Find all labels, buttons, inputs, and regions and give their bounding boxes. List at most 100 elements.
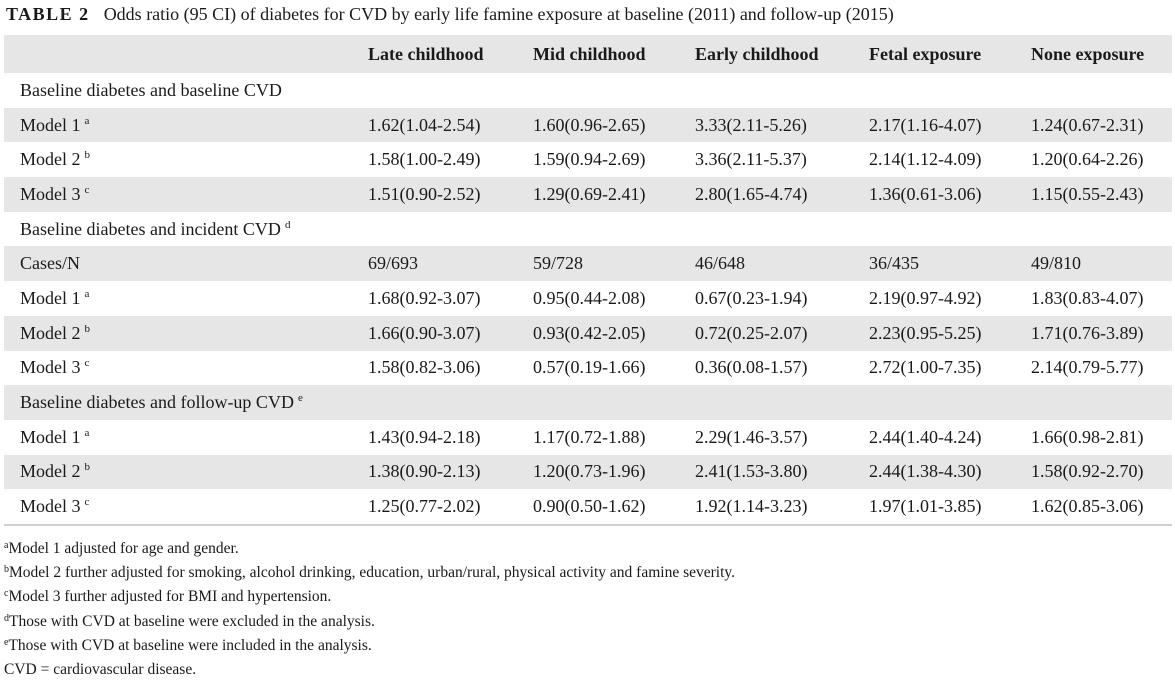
column-header-mid-childhood: Mid childhood bbox=[533, 43, 646, 64]
footnote: aModel 1 adjusted for age and gender. bbox=[4, 540, 239, 557]
table-cell: 2.17(1.16-4.07) bbox=[869, 114, 982, 135]
table-cell: 2.41(1.53-3.80) bbox=[695, 461, 808, 482]
table-cell: 1.15(0.55-2.43) bbox=[1031, 183, 1144, 204]
column-header-fetal-exposure: Fetal exposure bbox=[869, 43, 982, 64]
table-cell: 69/693 bbox=[368, 253, 419, 274]
footnote: dThose with CVD at baseline were exclude… bbox=[4, 612, 375, 630]
table-cell: 2.80(1.65-4.74) bbox=[695, 183, 808, 204]
table-cell: 2.44(1.40-4.24) bbox=[869, 426, 982, 447]
table-cell: 49/810 bbox=[1031, 253, 1082, 274]
table-cell: 2.44(1.38-4.30) bbox=[869, 461, 982, 482]
odds-ratio-table: Late childhood Mid childhood Early child… bbox=[4, 35, 1172, 526]
table-cell: 0.36(0.08-1.57) bbox=[695, 357, 808, 378]
footnote-mark: b bbox=[4, 564, 9, 576]
table-cell: 0.93(0.42-2.05) bbox=[533, 322, 646, 343]
table-cell: 1.17(0.72-1.88) bbox=[533, 426, 646, 447]
table-cell: 1.58(0.82-3.06) bbox=[368, 357, 481, 378]
table-caption: TABLE 2 Odds ratio (95 CI) of diabetes fo… bbox=[6, 3, 894, 25]
row-label: Cases/N bbox=[20, 253, 80, 274]
table-row: Cases/N 69/693 59/728 46/648 36/435 49/8… bbox=[4, 246, 1172, 282]
table-cell: 46/648 bbox=[695, 253, 746, 274]
table-cell: 1.92(1.14-3.23) bbox=[695, 489, 869, 526]
table-cell: 3.33(2.11-5.26) bbox=[695, 114, 807, 135]
table-cell: 1.24(0.67-2.31) bbox=[1031, 114, 1144, 135]
table-cell: 1.58(1.00-2.49) bbox=[368, 149, 481, 170]
footnote: eThose with CVD at baseline were include… bbox=[4, 636, 372, 654]
table-cell: 1.58(0.92-2.70) bbox=[1031, 461, 1144, 482]
footnote-marker: a bbox=[84, 114, 90, 127]
table-cell: 36/435 bbox=[869, 253, 920, 274]
table-cell: 1.68(0.92-3.07) bbox=[368, 287, 481, 308]
footnote: bModel 2 further adjusted for smoking, a… bbox=[4, 564, 736, 582]
footnote-marker: b bbox=[84, 322, 91, 335]
table-cell: 0.90(0.50-1.62) bbox=[533, 489, 695, 526]
table-cell: 2.72(1.00-7.35) bbox=[869, 357, 982, 378]
table-cell: 59/728 bbox=[533, 253, 584, 274]
table-cell: 2.19(0.97-4.92) bbox=[869, 287, 982, 308]
column-header-late-childhood: Late childhood bbox=[368, 43, 484, 64]
table-cell: 1.43(0.94-2.18) bbox=[368, 426, 481, 447]
table-cell: 1.60(0.96-2.65) bbox=[533, 114, 646, 135]
section-label: Baseline diabetes and follow-up CVD e bbox=[20, 392, 303, 413]
table-cell: 2.29(1.46-3.57) bbox=[695, 426, 808, 447]
table-cell: 2.23(0.95-5.25) bbox=[869, 322, 982, 343]
column-header-none-exposure: None exposure bbox=[1031, 43, 1145, 64]
table-footnotes: aModel 1 adjusted for age and gender. bM… bbox=[4, 537, 735, 682]
footnote-marker: d bbox=[284, 218, 291, 231]
table-cell: 1.62(1.04-2.54) bbox=[368, 114, 481, 135]
table-cell: 2.14(1.12-4.09) bbox=[869, 149, 982, 170]
table-cell: 1.83(0.83-4.07) bbox=[1031, 287, 1144, 308]
table-cell: 0.67(0.23-1.94) bbox=[695, 287, 808, 308]
section-row: Baseline diabetes and incident CVD d bbox=[4, 212, 1172, 247]
table-cell: 1.20(0.64-2.26) bbox=[1031, 149, 1144, 170]
section-label: Baseline diabetes and incident CVD d bbox=[20, 218, 291, 239]
section-row: Baseline diabetes and follow-up CVD e bbox=[4, 385, 1172, 420]
table-cell: 1.97(1.01-3.85) bbox=[869, 489, 1031, 526]
footnote-mark: d bbox=[4, 612, 9, 624]
table-cell: 1.20(0.73-1.96) bbox=[533, 461, 646, 482]
column-header-stub bbox=[4, 35, 368, 73]
column-header-early-childhood: Early childhood bbox=[695, 43, 819, 64]
footnote-marker: b bbox=[84, 149, 91, 162]
table-cell: 1.62(0.85-3.06) bbox=[1031, 489, 1172, 526]
table-title: Odds ratio (95 CI) of diabetes for CVD b… bbox=[103, 4, 894, 24]
table-cell: 0.57(0.19-1.66) bbox=[533, 357, 646, 378]
table-cell: 1.51(0.90-2.52) bbox=[368, 183, 481, 204]
footnote-mark: e bbox=[4, 636, 9, 648]
table-cell: 1.66(0.90-3.07) bbox=[368, 322, 481, 343]
footnote-marker: b bbox=[84, 461, 91, 474]
table-cell: 1.59(0.94-2.69) bbox=[533, 149, 646, 170]
table-cell: 2.14(0.79-5.77) bbox=[1031, 357, 1144, 378]
table-body: Baseline diabetes and baseline CVD Model… bbox=[4, 73, 1172, 526]
table-header-row: Late childhood Mid childhood Early child… bbox=[4, 35, 1172, 73]
footnote-marker: a bbox=[84, 287, 90, 300]
table-cell: 1.25(0.77-2.02) bbox=[368, 489, 533, 526]
footnote: CVD = cardiovascular disease. bbox=[4, 661, 197, 679]
table-cell: 1.36(0.61-3.06) bbox=[869, 183, 982, 204]
section-row: Baseline diabetes and baseline CVD bbox=[4, 73, 1172, 108]
footnote-mark: a bbox=[4, 540, 9, 551]
table-cell: 1.66(0.98-2.81) bbox=[1031, 426, 1144, 447]
footnote-mark: c bbox=[4, 588, 9, 600]
footnote: cModel 3 further adjusted for BMI and hy… bbox=[4, 588, 332, 606]
table-cell: 0.95(0.44-2.08) bbox=[533, 287, 646, 308]
table-cell: 1.38(0.90-2.13) bbox=[368, 461, 481, 482]
footnote-marker: c bbox=[84, 496, 90, 509]
footnote-marker: c bbox=[84, 183, 90, 196]
